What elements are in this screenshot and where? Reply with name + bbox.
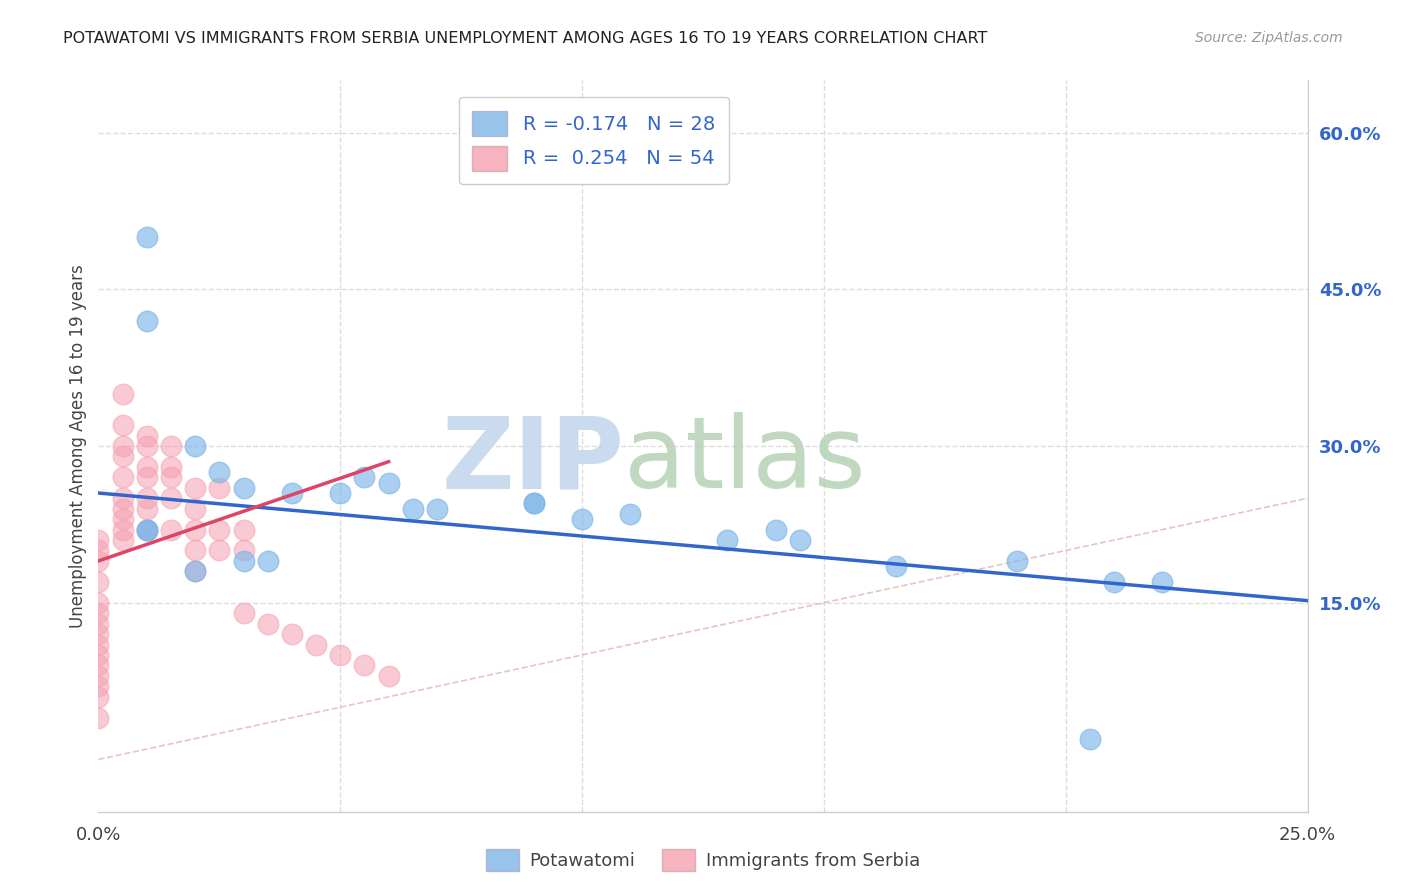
Point [184,501,207,516]
Point [716,533,738,547]
Point [402,501,425,516]
Point [232,523,254,537]
Point [305,638,328,652]
Point [377,669,399,683]
Point [256,554,278,568]
Point [87,606,110,620]
Point [87,554,110,568]
Point [135,230,157,244]
Point [135,459,157,474]
Point [160,523,183,537]
Point [523,496,546,510]
Point [1007,554,1029,568]
Point [184,565,207,579]
Point [135,501,157,516]
Point [886,559,908,574]
Text: POTAWATOMI VS IMMIGRANTS FROM SERBIA UNEMPLOYMENT AMONG AGES 16 TO 19 YEARS CORR: POTAWATOMI VS IMMIGRANTS FROM SERBIA UNE… [63,31,987,46]
Point [111,439,134,453]
Point [111,470,134,484]
Y-axis label: Unemployment Among Ages 16 to 19 years: Unemployment Among Ages 16 to 19 years [69,264,87,628]
Point [281,627,304,641]
Point [329,486,352,500]
Point [232,543,254,558]
Point [184,523,207,537]
Point [87,596,110,610]
Point [208,465,231,479]
Text: ZIP: ZIP [441,412,624,509]
Point [135,523,157,537]
Point [160,439,183,453]
Point [160,459,183,474]
Point [160,470,183,484]
Point [111,501,134,516]
Point [87,627,110,641]
Point [111,450,134,464]
Legend: R = -0.174   N = 28, R =  0.254   N = 54: R = -0.174 N = 28, R = 0.254 N = 54 [458,97,728,185]
Point [111,512,134,526]
Text: atlas: atlas [624,412,866,509]
Point [377,475,399,490]
Point [208,543,231,558]
Point [281,486,304,500]
Point [135,470,157,484]
Point [87,679,110,693]
Point [135,523,157,537]
Point [353,658,375,673]
Point [232,606,254,620]
Point [87,638,110,652]
Point [184,565,207,579]
Point [111,491,134,506]
Point [184,439,207,453]
Point [619,507,641,521]
Point [87,616,110,631]
Point [135,491,157,506]
Point [87,533,110,547]
Point [87,543,110,558]
Point [184,481,207,495]
Point [329,648,352,662]
Point [111,523,134,537]
Point [789,533,811,547]
Point [135,439,157,453]
Point [426,501,449,516]
Point [1152,574,1174,589]
Point [523,496,546,510]
Point [1078,731,1101,746]
Point [135,313,157,327]
Point [1102,574,1125,589]
Point [208,523,231,537]
Point [135,523,157,537]
Point [256,616,278,631]
Point [111,418,134,433]
Legend: Potawatomi, Immigrants from Serbia: Potawatomi, Immigrants from Serbia [479,842,927,879]
Point [160,491,183,506]
Point [353,470,375,484]
Point [111,386,134,401]
Point [87,648,110,662]
Point [232,554,254,568]
Point [571,512,593,526]
Point [87,669,110,683]
Point [184,543,207,558]
Point [87,690,110,704]
Point [87,658,110,673]
Point [208,481,231,495]
Text: Source: ZipAtlas.com: Source: ZipAtlas.com [1195,31,1343,45]
Point [765,523,787,537]
Point [87,711,110,725]
Point [135,428,157,442]
Point [232,481,254,495]
Point [111,533,134,547]
Point [87,574,110,589]
